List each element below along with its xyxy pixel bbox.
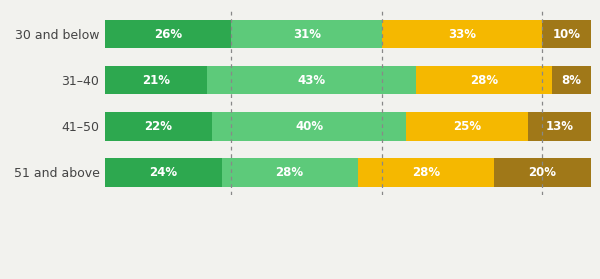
Bar [105, 112, 212, 141]
Bar [416, 66, 552, 95]
Text: 8%: 8% [562, 74, 581, 87]
Bar [207, 66, 416, 95]
Text: 21%: 21% [142, 74, 170, 87]
Text: 28%: 28% [275, 166, 304, 179]
Bar [406, 112, 528, 141]
Text: 25%: 25% [453, 120, 481, 133]
Text: 26%: 26% [154, 28, 182, 41]
Text: 31%: 31% [293, 28, 320, 41]
Text: 33%: 33% [448, 28, 476, 41]
Text: 13%: 13% [545, 120, 574, 133]
Text: 24%: 24% [149, 166, 178, 179]
Bar [105, 20, 232, 49]
Bar [105, 158, 221, 187]
Text: 20%: 20% [529, 166, 556, 179]
Bar [212, 112, 406, 141]
Text: 40%: 40% [295, 120, 323, 133]
Bar [494, 158, 591, 187]
Text: 10%: 10% [553, 28, 581, 41]
Bar [358, 158, 494, 187]
Bar [552, 66, 591, 95]
Text: 28%: 28% [412, 166, 440, 179]
Bar [105, 66, 207, 95]
Text: 43%: 43% [298, 74, 326, 87]
Bar [542, 20, 591, 49]
Bar [382, 20, 542, 49]
Bar [232, 20, 382, 49]
Text: 28%: 28% [470, 74, 498, 87]
Text: 22%: 22% [145, 120, 172, 133]
Bar [528, 112, 591, 141]
Bar [221, 158, 358, 187]
